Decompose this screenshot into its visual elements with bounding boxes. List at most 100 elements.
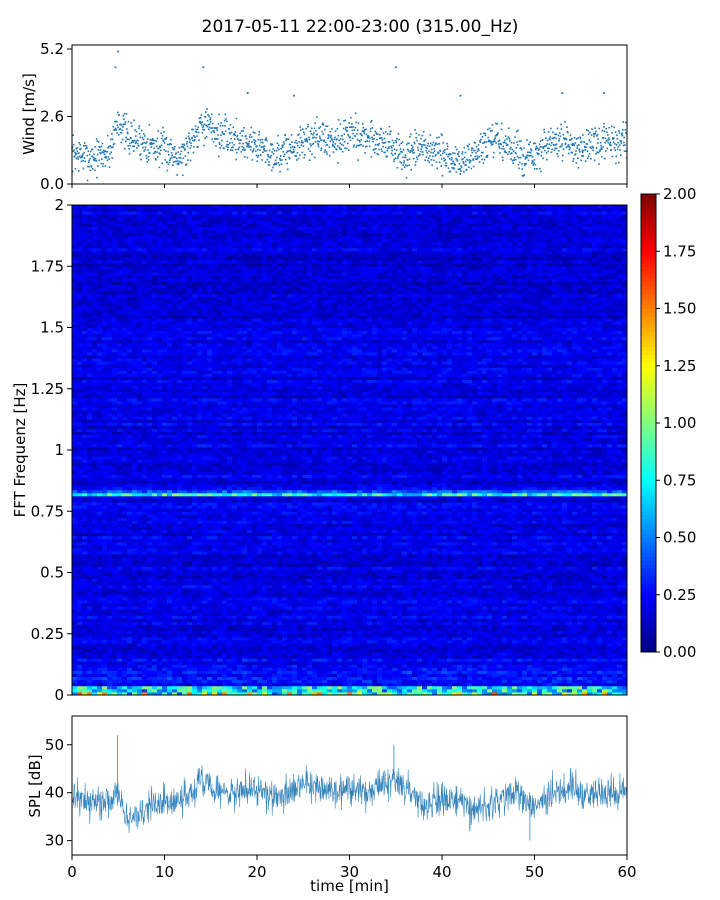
wind-point bbox=[257, 149, 259, 151]
wind-point bbox=[109, 153, 111, 155]
wind-point bbox=[226, 146, 228, 148]
wind-point bbox=[461, 153, 463, 155]
spectrogram-cell bbox=[237, 674, 242, 677]
spectrogram-cell bbox=[302, 643, 307, 646]
wind-point bbox=[182, 175, 184, 177]
wind-point bbox=[490, 140, 492, 142]
spectrogram-cell bbox=[482, 646, 487, 649]
spectrogram-cell bbox=[92, 609, 97, 612]
spectrogram-cell bbox=[602, 664, 607, 667]
wind-point bbox=[330, 141, 332, 143]
spectrogram-cell bbox=[127, 628, 132, 631]
wind-point bbox=[315, 137, 317, 139]
spectrogram-cell bbox=[282, 640, 287, 643]
wind-point bbox=[211, 132, 213, 134]
spectrogram-cell bbox=[157, 625, 162, 628]
spectrogram-cell bbox=[252, 661, 257, 664]
wind-point bbox=[447, 156, 449, 158]
spectrogram-cell bbox=[137, 622, 142, 625]
spectrogram-cell bbox=[157, 600, 162, 603]
spectrogram-cell bbox=[117, 671, 122, 674]
spectrogram-cell bbox=[587, 664, 592, 667]
spectrogram-cell bbox=[567, 634, 572, 637]
spectrogram-cell bbox=[532, 649, 537, 652]
spectrogram-cell bbox=[177, 689, 182, 692]
spectrogram-cell bbox=[567, 674, 572, 677]
spectrogram-cell bbox=[462, 661, 467, 664]
wind-point bbox=[383, 142, 385, 144]
spectrogram-cell bbox=[177, 625, 182, 628]
spectrogram-cell bbox=[227, 646, 232, 649]
spectrogram-cell bbox=[282, 625, 287, 628]
spectrogram-cell bbox=[292, 677, 297, 680]
spectrogram-cell bbox=[242, 689, 247, 692]
spectrogram-cell bbox=[392, 609, 397, 612]
spectrogram-cell bbox=[187, 646, 192, 649]
spectrogram-cell bbox=[377, 677, 382, 680]
wind-point bbox=[188, 132, 190, 134]
spectrogram-cell bbox=[517, 618, 522, 621]
spectrogram-cell bbox=[232, 686, 237, 689]
wind-point bbox=[478, 156, 480, 158]
spectrogram-cell bbox=[542, 667, 547, 670]
wind-point bbox=[524, 174, 526, 176]
wind-point bbox=[230, 149, 232, 151]
spectrogram-cell bbox=[312, 680, 317, 683]
wind-point bbox=[491, 130, 493, 132]
wind-point bbox=[611, 132, 613, 134]
wind-point bbox=[125, 121, 127, 123]
wind-point bbox=[204, 124, 206, 126]
spectrogram-cell bbox=[547, 625, 552, 628]
wind-point bbox=[303, 157, 305, 159]
spectrogram-cell bbox=[197, 603, 202, 606]
spectrogram-cell bbox=[342, 671, 347, 674]
spectrogram-cell bbox=[467, 637, 472, 640]
spectrogram-cell bbox=[277, 622, 282, 625]
spectrogram-cell bbox=[587, 683, 592, 686]
wind-point bbox=[350, 117, 352, 119]
spectrogram-cell bbox=[367, 680, 372, 683]
spectrogram-cell bbox=[132, 649, 137, 652]
spectrogram-cell bbox=[382, 622, 387, 625]
spectrogram-cell bbox=[552, 609, 557, 612]
spectrogram-cell bbox=[87, 652, 92, 655]
wind-point bbox=[309, 159, 311, 161]
spectrogram-cell bbox=[97, 680, 102, 683]
spectrogram-cell bbox=[122, 640, 127, 643]
spectrogram-cell bbox=[82, 658, 87, 661]
spectrogram-cell bbox=[497, 667, 502, 670]
spectrogram-cell bbox=[237, 640, 242, 643]
spectrogram-cell bbox=[247, 606, 252, 609]
spectrogram-cell bbox=[392, 680, 397, 683]
spectrogram-cell bbox=[97, 622, 102, 625]
spectrogram-cell bbox=[147, 600, 152, 603]
spectrogram-cell bbox=[292, 655, 297, 658]
spectrogram-cell bbox=[267, 658, 272, 661]
wind-point bbox=[148, 156, 150, 158]
spectrogram-cell bbox=[297, 634, 302, 637]
spectrogram-cell bbox=[192, 677, 197, 680]
wind-point bbox=[262, 142, 264, 144]
wind-point bbox=[471, 168, 473, 170]
spectrogram-cell bbox=[187, 637, 192, 640]
spectrogram-cell bbox=[597, 664, 602, 667]
spectrogram-cell bbox=[597, 622, 602, 625]
spectrogram-cell bbox=[262, 631, 267, 634]
spectrogram-cell bbox=[362, 603, 367, 606]
spectrogram-cell bbox=[382, 652, 387, 655]
spectrogram-cell bbox=[457, 649, 462, 652]
spectrogram-cell bbox=[592, 677, 597, 680]
spectrogram-cell bbox=[87, 671, 92, 674]
spectrogram-cell bbox=[417, 631, 422, 634]
spectrogram-cell bbox=[327, 628, 332, 631]
spectrogram-cell bbox=[207, 609, 212, 612]
wind-point bbox=[215, 145, 217, 147]
spectrogram-cell bbox=[537, 637, 542, 640]
spectrogram-cell bbox=[142, 640, 147, 643]
spectrogram-cell bbox=[222, 674, 227, 677]
spectrogram-cell bbox=[412, 661, 417, 664]
spectrogram-cell bbox=[467, 634, 472, 637]
spectrogram-cell bbox=[192, 640, 197, 643]
wind-point bbox=[415, 161, 417, 163]
wind-point bbox=[198, 139, 200, 141]
